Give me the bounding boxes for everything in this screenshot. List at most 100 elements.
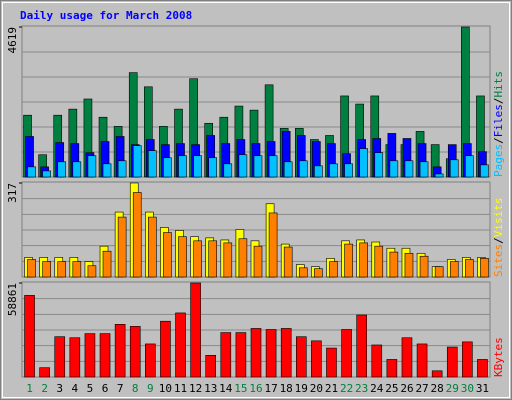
bar	[389, 160, 399, 178]
legend-separator: /	[492, 237, 505, 244]
bar	[87, 155, 97, 178]
bar	[238, 238, 248, 278]
x-tick-label: 18	[280, 382, 293, 395]
bar	[283, 161, 293, 178]
legend-separator: /	[492, 98, 505, 105]
bar	[329, 163, 338, 178]
bar	[480, 258, 489, 278]
bar	[72, 261, 82, 278]
bar	[344, 243, 353, 278]
bar	[268, 212, 278, 278]
bar	[386, 359, 398, 378]
bar	[374, 245, 384, 278]
bar	[265, 329, 277, 378]
x-tick-label: 31	[476, 382, 489, 395]
legend-entry: Visits	[492, 198, 505, 238]
bar	[404, 160, 414, 178]
x-tick-label: 1	[26, 382, 33, 395]
x-tick-label: 21	[325, 382, 338, 395]
x-tick-label: 28	[431, 382, 444, 395]
bar	[314, 268, 323, 278]
bar	[356, 314, 367, 378]
bar	[57, 161, 67, 178]
bar	[280, 328, 292, 378]
bar	[253, 155, 263, 178]
bar	[102, 163, 112, 178]
x-tick-label: 4	[72, 382, 79, 395]
bar	[295, 336, 307, 378]
y-tick-label: 4619	[6, 27, 19, 54]
bar	[446, 346, 458, 378]
bar	[449, 159, 459, 178]
bar	[42, 261, 51, 278]
bar	[24, 295, 35, 378]
legend: Sites/Visits	[492, 198, 505, 278]
bar	[434, 266, 444, 278]
bar	[160, 320, 171, 378]
x-tick-label: 13	[204, 382, 217, 395]
x-tick-label: 30	[461, 382, 474, 395]
x-tick-label: 27	[415, 382, 428, 395]
bar	[42, 170, 51, 178]
bar	[117, 216, 127, 278]
bar	[129, 326, 141, 378]
legend-entry: Sites	[492, 244, 505, 277]
bar	[178, 236, 187, 278]
bar	[99, 333, 111, 378]
bar	[84, 333, 96, 378]
bar	[326, 347, 337, 378]
x-tick-label: 14	[219, 382, 233, 395]
bar	[298, 267, 308, 278]
bar	[389, 251, 399, 278]
x-tick-label: 22	[340, 382, 353, 395]
x-tick-label: 7	[117, 382, 124, 395]
bar	[39, 367, 50, 378]
x-tick-label: 26	[400, 382, 413, 395]
x-tick-label: 23	[355, 382, 368, 395]
x-tick-label: 6	[102, 382, 109, 395]
bar	[419, 255, 429, 278]
bar	[175, 312, 186, 378]
bar	[114, 324, 126, 378]
bar	[480, 164, 489, 178]
bar	[163, 232, 172, 278]
bar	[208, 157, 218, 178]
bar	[314, 165, 323, 178]
x-tick-label: 9	[147, 382, 154, 395]
bar	[298, 160, 308, 178]
x-tick-label: 20	[310, 382, 323, 395]
bar	[72, 161, 82, 178]
legend-separator: /	[492, 137, 505, 144]
bar	[132, 192, 142, 278]
bar	[434, 173, 444, 178]
legend-entry: Pages	[492, 144, 505, 177]
bar	[238, 154, 248, 178]
bar	[359, 242, 368, 278]
bar	[27, 166, 36, 178]
bar	[163, 157, 172, 178]
legend: Pages/Files/Hits	[492, 71, 505, 177]
bar	[477, 359, 488, 378]
bar	[69, 337, 81, 378]
x-tick-label: 25	[385, 382, 398, 395]
bar	[374, 152, 384, 178]
x-tick-label: 29	[446, 382, 459, 395]
bar	[465, 155, 474, 178]
x-tick-label: 8	[132, 382, 139, 395]
y-tick-label: 317	[6, 183, 19, 203]
bar	[193, 155, 202, 178]
legend: KBytes	[492, 337, 505, 377]
bar	[193, 240, 202, 278]
bar	[431, 370, 443, 378]
bar	[462, 341, 473, 378]
bar	[268, 155, 278, 178]
bar	[178, 155, 187, 178]
bar	[283, 246, 293, 278]
bar	[117, 160, 127, 178]
bar	[250, 328, 262, 378]
x-tick-label: 5	[87, 382, 94, 395]
x-tick-label: 2	[41, 382, 48, 395]
bar	[465, 259, 474, 278]
